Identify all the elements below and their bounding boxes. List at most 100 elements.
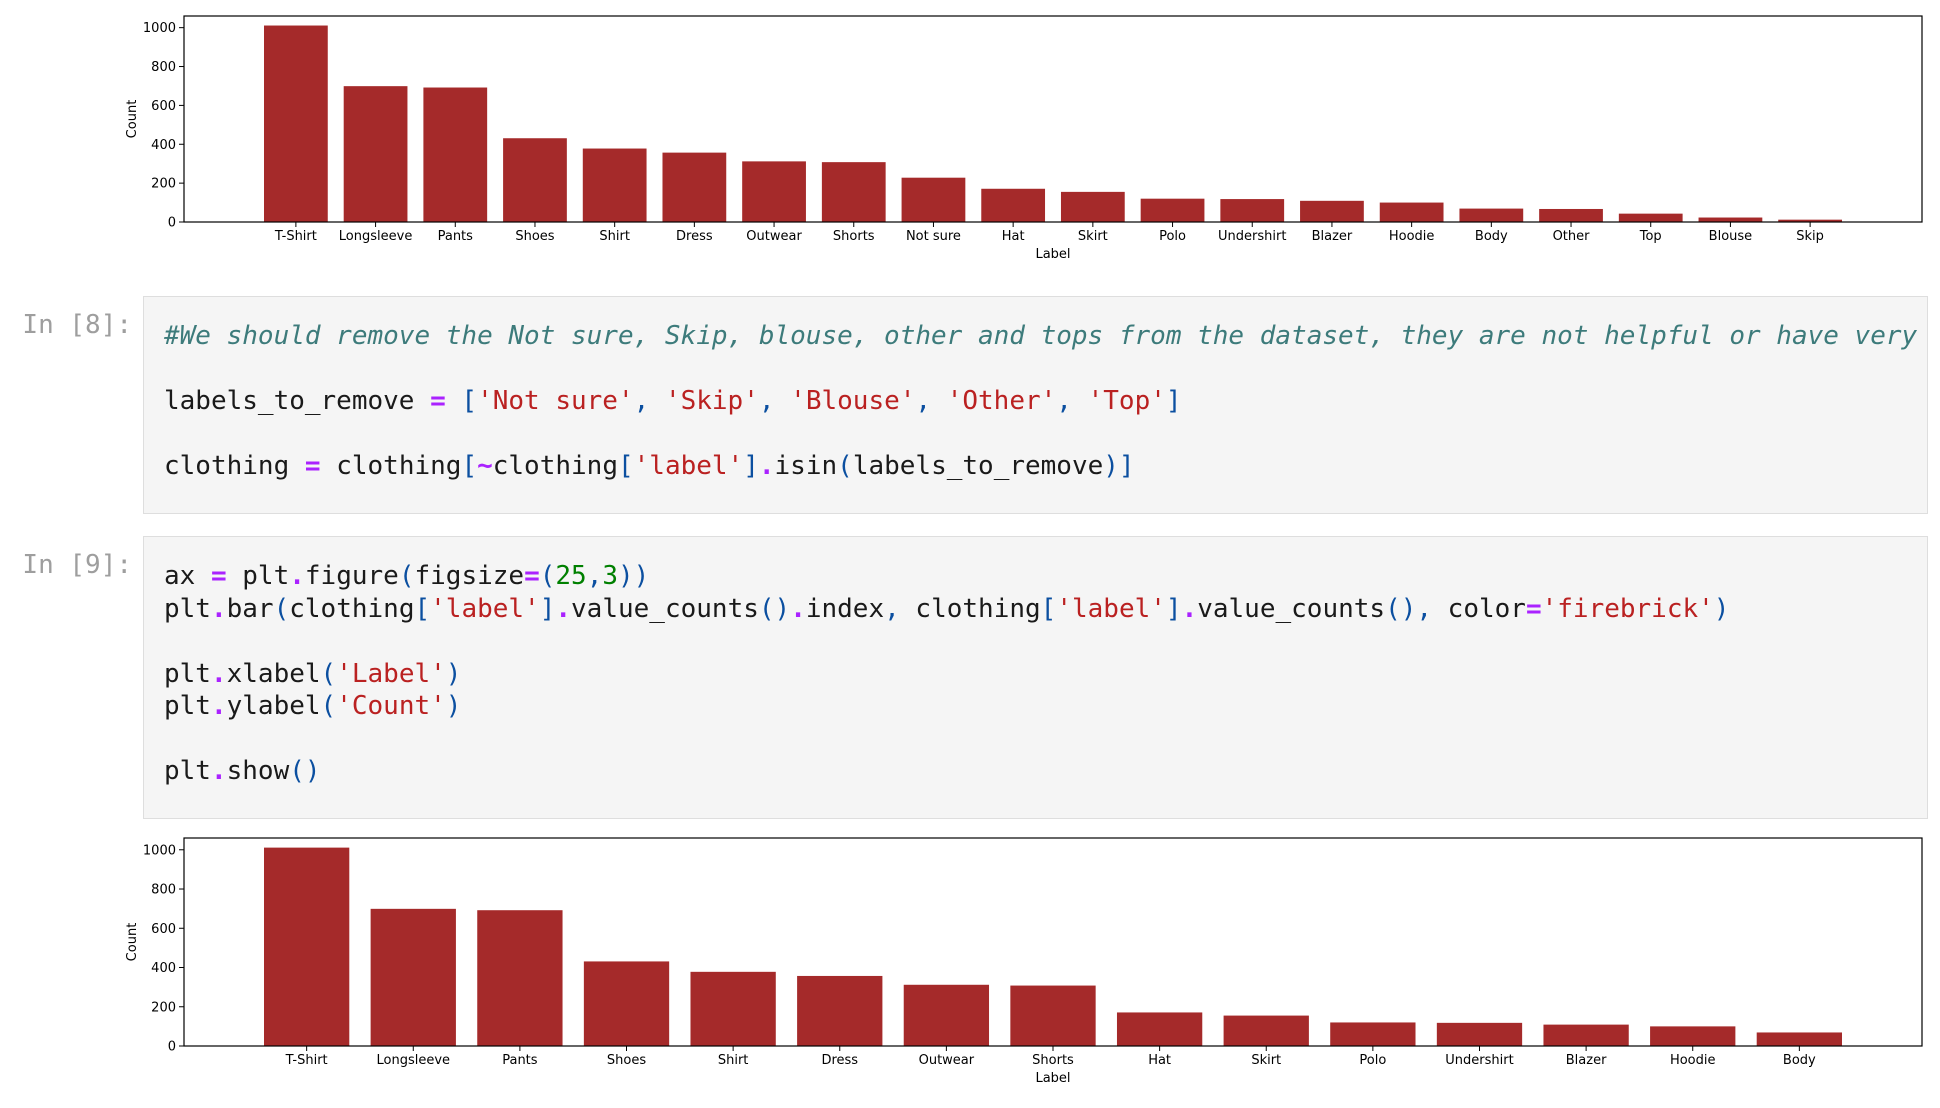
code-token xyxy=(649,386,665,416)
code-token: [ xyxy=(461,451,478,481)
code-token: ax xyxy=(164,561,211,591)
bar xyxy=(264,847,350,1046)
code-token: ( xyxy=(398,561,415,591)
code-token: 'Top' xyxy=(1087,386,1166,416)
code-token: ( xyxy=(539,561,556,591)
y-tick-label: 400 xyxy=(151,138,176,153)
x-axis-label: Label xyxy=(1035,247,1070,262)
bar xyxy=(1756,1032,1842,1046)
code-token: () xyxy=(758,593,791,624)
code-token: plt xyxy=(226,561,290,591)
code-line: plt.show() xyxy=(164,755,1927,788)
bar xyxy=(821,162,886,222)
code-token: xlabel xyxy=(226,658,321,689)
code-editor-8[interactable]: #We should remove the Not sure, Skip, bl… xyxy=(144,297,1927,483)
code-token: )] xyxy=(1103,451,1135,481)
code-line xyxy=(164,353,1927,386)
code-token: = xyxy=(304,451,321,481)
bar xyxy=(1436,1022,1523,1046)
bar xyxy=(503,138,567,222)
bar xyxy=(343,86,408,222)
code-token: clothing xyxy=(492,451,618,481)
code-editor-9[interactable]: ax = plt.figure(figsize=(25,3)) plt.bar(c… xyxy=(144,537,1927,788)
code-line: plt.ylabel('Count') xyxy=(164,690,1927,723)
code-token: . xyxy=(758,451,775,481)
code-token: isin xyxy=(774,451,838,481)
code-token: [ xyxy=(1040,593,1057,624)
code-token: 'Skip' xyxy=(664,386,759,416)
x-tick-label: Top xyxy=(1639,229,1662,244)
bar xyxy=(1618,213,1683,222)
x-tick-label: Shoes xyxy=(607,1053,646,1068)
code-token: 'Count' xyxy=(336,691,446,721)
y-tick-label: 0 xyxy=(168,1040,176,1055)
code-token: ( xyxy=(320,658,337,689)
code-token: ) xyxy=(445,691,462,721)
bar xyxy=(981,188,1046,222)
code-token: ylabel xyxy=(226,691,321,721)
code-cell-9[interactable]: ax = plt.figure(figsize=(25,3)) plt.bar(c… xyxy=(143,536,1928,819)
code-line: plt.bar(clothing['label'].value_counts()… xyxy=(164,593,1927,626)
code-token: ( xyxy=(837,451,853,481)
code-line: ax = plt.figure(figsize=(25,3)) xyxy=(164,560,1927,593)
code-token: 'Not sure' xyxy=(477,386,634,416)
bar xyxy=(742,161,806,222)
code-token: = xyxy=(1525,593,1542,624)
code-token: ( xyxy=(320,691,337,721)
x-tick-label: Shorts xyxy=(833,229,875,244)
code-token xyxy=(446,386,462,416)
code-token xyxy=(775,386,791,416)
cell-prompt-9: In [9]: xyxy=(22,550,132,580)
x-tick-label: Shirt xyxy=(599,229,630,244)
x-tick-label: Other xyxy=(1553,229,1591,244)
x-tick-label: T-Shirt xyxy=(285,1053,328,1068)
x-axis-label: Label xyxy=(1035,1071,1070,1086)
code-token: show xyxy=(226,756,290,786)
code-token: ] xyxy=(1165,593,1182,624)
bar xyxy=(1220,199,1285,222)
x-tick-label: Dress xyxy=(676,229,713,244)
bar xyxy=(901,177,966,222)
x-tick-label: Undershirt xyxy=(1218,229,1286,244)
bar-chart-1: T-Shirt Longsleeve Pants Shoes Shirt Dress Out… xyxy=(125,15,1923,262)
code-line xyxy=(164,625,1927,658)
bar xyxy=(1300,200,1364,222)
code-token: 3 xyxy=(602,561,618,591)
x-tick-label: Shoes xyxy=(515,229,554,244)
bar xyxy=(1379,202,1444,222)
x-tick-label: Not sure xyxy=(906,229,961,244)
x-tick-label: Skirt xyxy=(1251,1053,1281,1068)
y-tick-label: 400 xyxy=(151,961,176,976)
x-tick-label: Outwear xyxy=(919,1053,975,1068)
code-token: ] xyxy=(539,593,556,624)
code-token: index xyxy=(805,593,885,624)
x-tick-label: Polo xyxy=(1359,1053,1386,1068)
code-token xyxy=(1072,386,1088,416)
code-token: plt xyxy=(164,756,211,786)
y-tick-label: 200 xyxy=(151,1000,176,1015)
x-tick-label: Blazer xyxy=(1312,229,1353,244)
plot-frame xyxy=(183,837,1923,1047)
code-token: 'Label' xyxy=(336,658,446,689)
code-token: 'Other' xyxy=(946,386,1057,416)
bar xyxy=(797,975,883,1046)
code-token: value_counts xyxy=(1197,593,1386,624)
bar xyxy=(1543,1024,1629,1046)
x-tick-label: Skirt xyxy=(1078,229,1108,244)
code-token: , xyxy=(884,593,900,624)
code-token: () xyxy=(289,756,321,786)
code-token: clothing xyxy=(899,593,1041,624)
code-token: . xyxy=(210,756,227,786)
x-tick-label: Shirt xyxy=(718,1053,749,1068)
x-tick-label: Outwear xyxy=(746,229,802,244)
bar xyxy=(1010,985,1096,1046)
code-token: figsize xyxy=(414,561,525,591)
code-token: = xyxy=(210,561,227,591)
plot-frame xyxy=(183,15,1923,223)
code-cell-8[interactable]: #We should remove the Not sure, Skip, bl… xyxy=(143,296,1928,514)
code-token: , xyxy=(915,386,932,416)
bar xyxy=(477,910,563,1046)
code-token: figure xyxy=(304,561,399,591)
code-token: #We should remove the Not sure, Skip, bl… xyxy=(164,321,1928,351)
y-tick-label: 800 xyxy=(151,883,176,898)
